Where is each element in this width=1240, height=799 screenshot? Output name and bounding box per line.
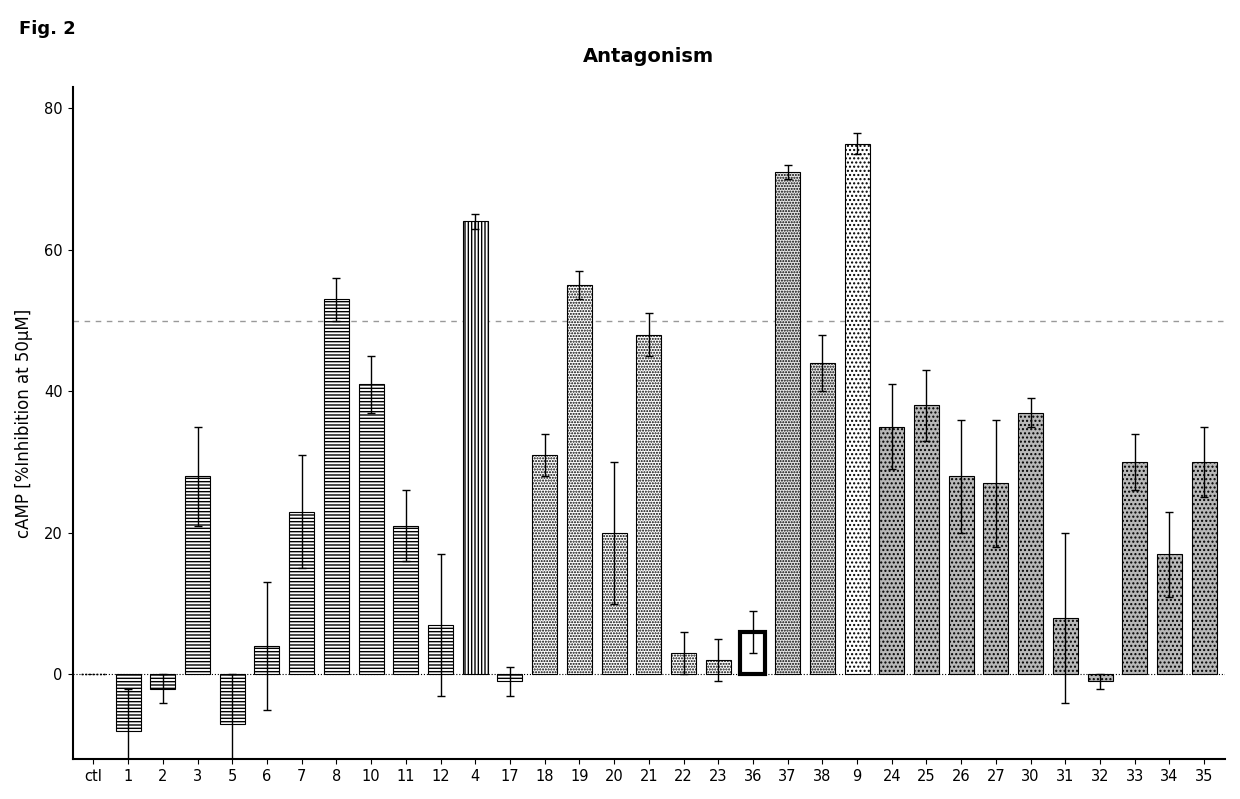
Bar: [115, 674, 140, 731]
Bar: [1018, 412, 1043, 674]
Bar: [844, 144, 869, 674]
Bar: [185, 476, 210, 674]
Bar: [706, 660, 730, 674]
Bar: [983, 483, 1008, 674]
Bar: [636, 335, 661, 674]
Bar: [1053, 618, 1078, 674]
Bar: [601, 533, 626, 674]
Bar: [949, 476, 973, 674]
Bar: [219, 674, 244, 724]
Text: Fig. 2: Fig. 2: [19, 20, 76, 38]
Bar: [740, 632, 765, 674]
Bar: [567, 285, 591, 674]
Bar: [150, 674, 175, 689]
Bar: [1087, 674, 1112, 682]
Bar: [1122, 462, 1147, 674]
Bar: [497, 674, 522, 682]
Bar: [393, 526, 418, 674]
Bar: [289, 511, 314, 674]
Bar: [879, 427, 904, 674]
Bar: [810, 363, 835, 674]
Bar: [775, 172, 800, 674]
Bar: [254, 646, 279, 674]
Bar: [324, 300, 348, 674]
Bar: [1192, 462, 1216, 674]
Bar: [463, 221, 487, 674]
Bar: [532, 455, 557, 674]
Y-axis label: cAMP [%Inhibition at 50μM]: cAMP [%Inhibition at 50μM]: [15, 308, 33, 538]
Bar: [1157, 554, 1182, 674]
Bar: [428, 625, 453, 674]
Title: Antagonism: Antagonism: [583, 47, 714, 66]
Bar: [914, 405, 939, 674]
Bar: [671, 653, 696, 674]
Bar: [358, 384, 383, 674]
